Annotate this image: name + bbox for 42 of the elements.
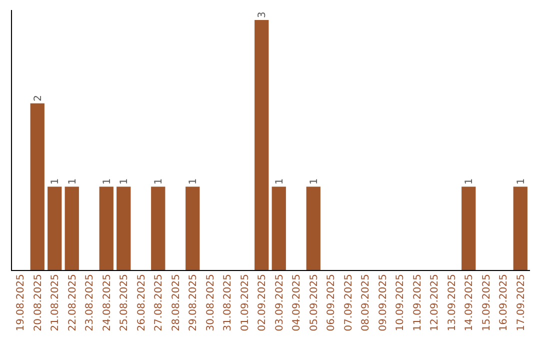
data-label: 1 [102, 178, 113, 185]
x-tick-label: 16.09.2025 [498, 274, 510, 332]
x-tick-label: 20.08.2025 [32, 274, 44, 332]
x-tick-label: 12.09.2025 [430, 274, 441, 332]
x-tick-label: 03.09.2025 [274, 274, 286, 332]
x-tick-label: 11.09.2025 [412, 274, 424, 332]
data-label: 1 [188, 178, 200, 185]
x-tick-label: 22.08.2025 [67, 274, 78, 332]
x-tick-label: 28.08.2025 [170, 274, 182, 332]
x-tick-label: 23.08.2025 [84, 274, 96, 332]
data-label: 1 [119, 178, 130, 185]
data-label: 1 [154, 178, 165, 185]
data-label: 2 [32, 94, 44, 102]
x-tick-label: 04.09.2025 [292, 274, 303, 332]
x-tick-label: 24.08.2025 [102, 274, 113, 332]
data-label: 1 [274, 178, 286, 185]
x-tick-label: 17.09.2025 [516, 274, 527, 332]
x-tick-label: 05.09.2025 [308, 274, 320, 332]
x-tick-label: 29.08.2025 [188, 274, 200, 332]
data-label: 1 [516, 178, 527, 185]
x-tick-label: 07.09.2025 [343, 274, 354, 332]
data-label: 1 [464, 178, 476, 185]
x-tick-label: 13.09.2025 [446, 274, 458, 332]
x-tick-label: 26.08.2025 [136, 274, 148, 332]
x-tick-label: 10.09.2025 [395, 274, 406, 332]
data-label: 3 [257, 12, 268, 18]
x-tick-label: 31.08.2025 [222, 274, 234, 332]
x-tick-label: 08.09.2025 [360, 274, 372, 332]
x-tick-label: 30.08.2025 [205, 274, 216, 332]
x-tick-label: 14.09.2025 [464, 274, 476, 332]
data-label: 1 [67, 178, 78, 185]
x-tick-label: 06.09.2025 [326, 274, 338, 332]
x-tick-label: 19.08.2025 [16, 274, 27, 332]
x-tick-label: 02.09.2025 [257, 274, 268, 332]
x-tick-label: 27.08.2025 [154, 274, 165, 332]
x-tick-label: 01.09.2025 [240, 274, 251, 332]
data-label: 1 [308, 178, 320, 185]
x-tick-label: 21.08.2025 [50, 274, 62, 332]
x-tick-label: 15.09.2025 [481, 274, 492, 332]
x-tick-label: 25.08.2025 [119, 274, 130, 332]
x-tick-label: 09.09.2025 [378, 274, 389, 332]
data-label: 1 [50, 178, 62, 185]
